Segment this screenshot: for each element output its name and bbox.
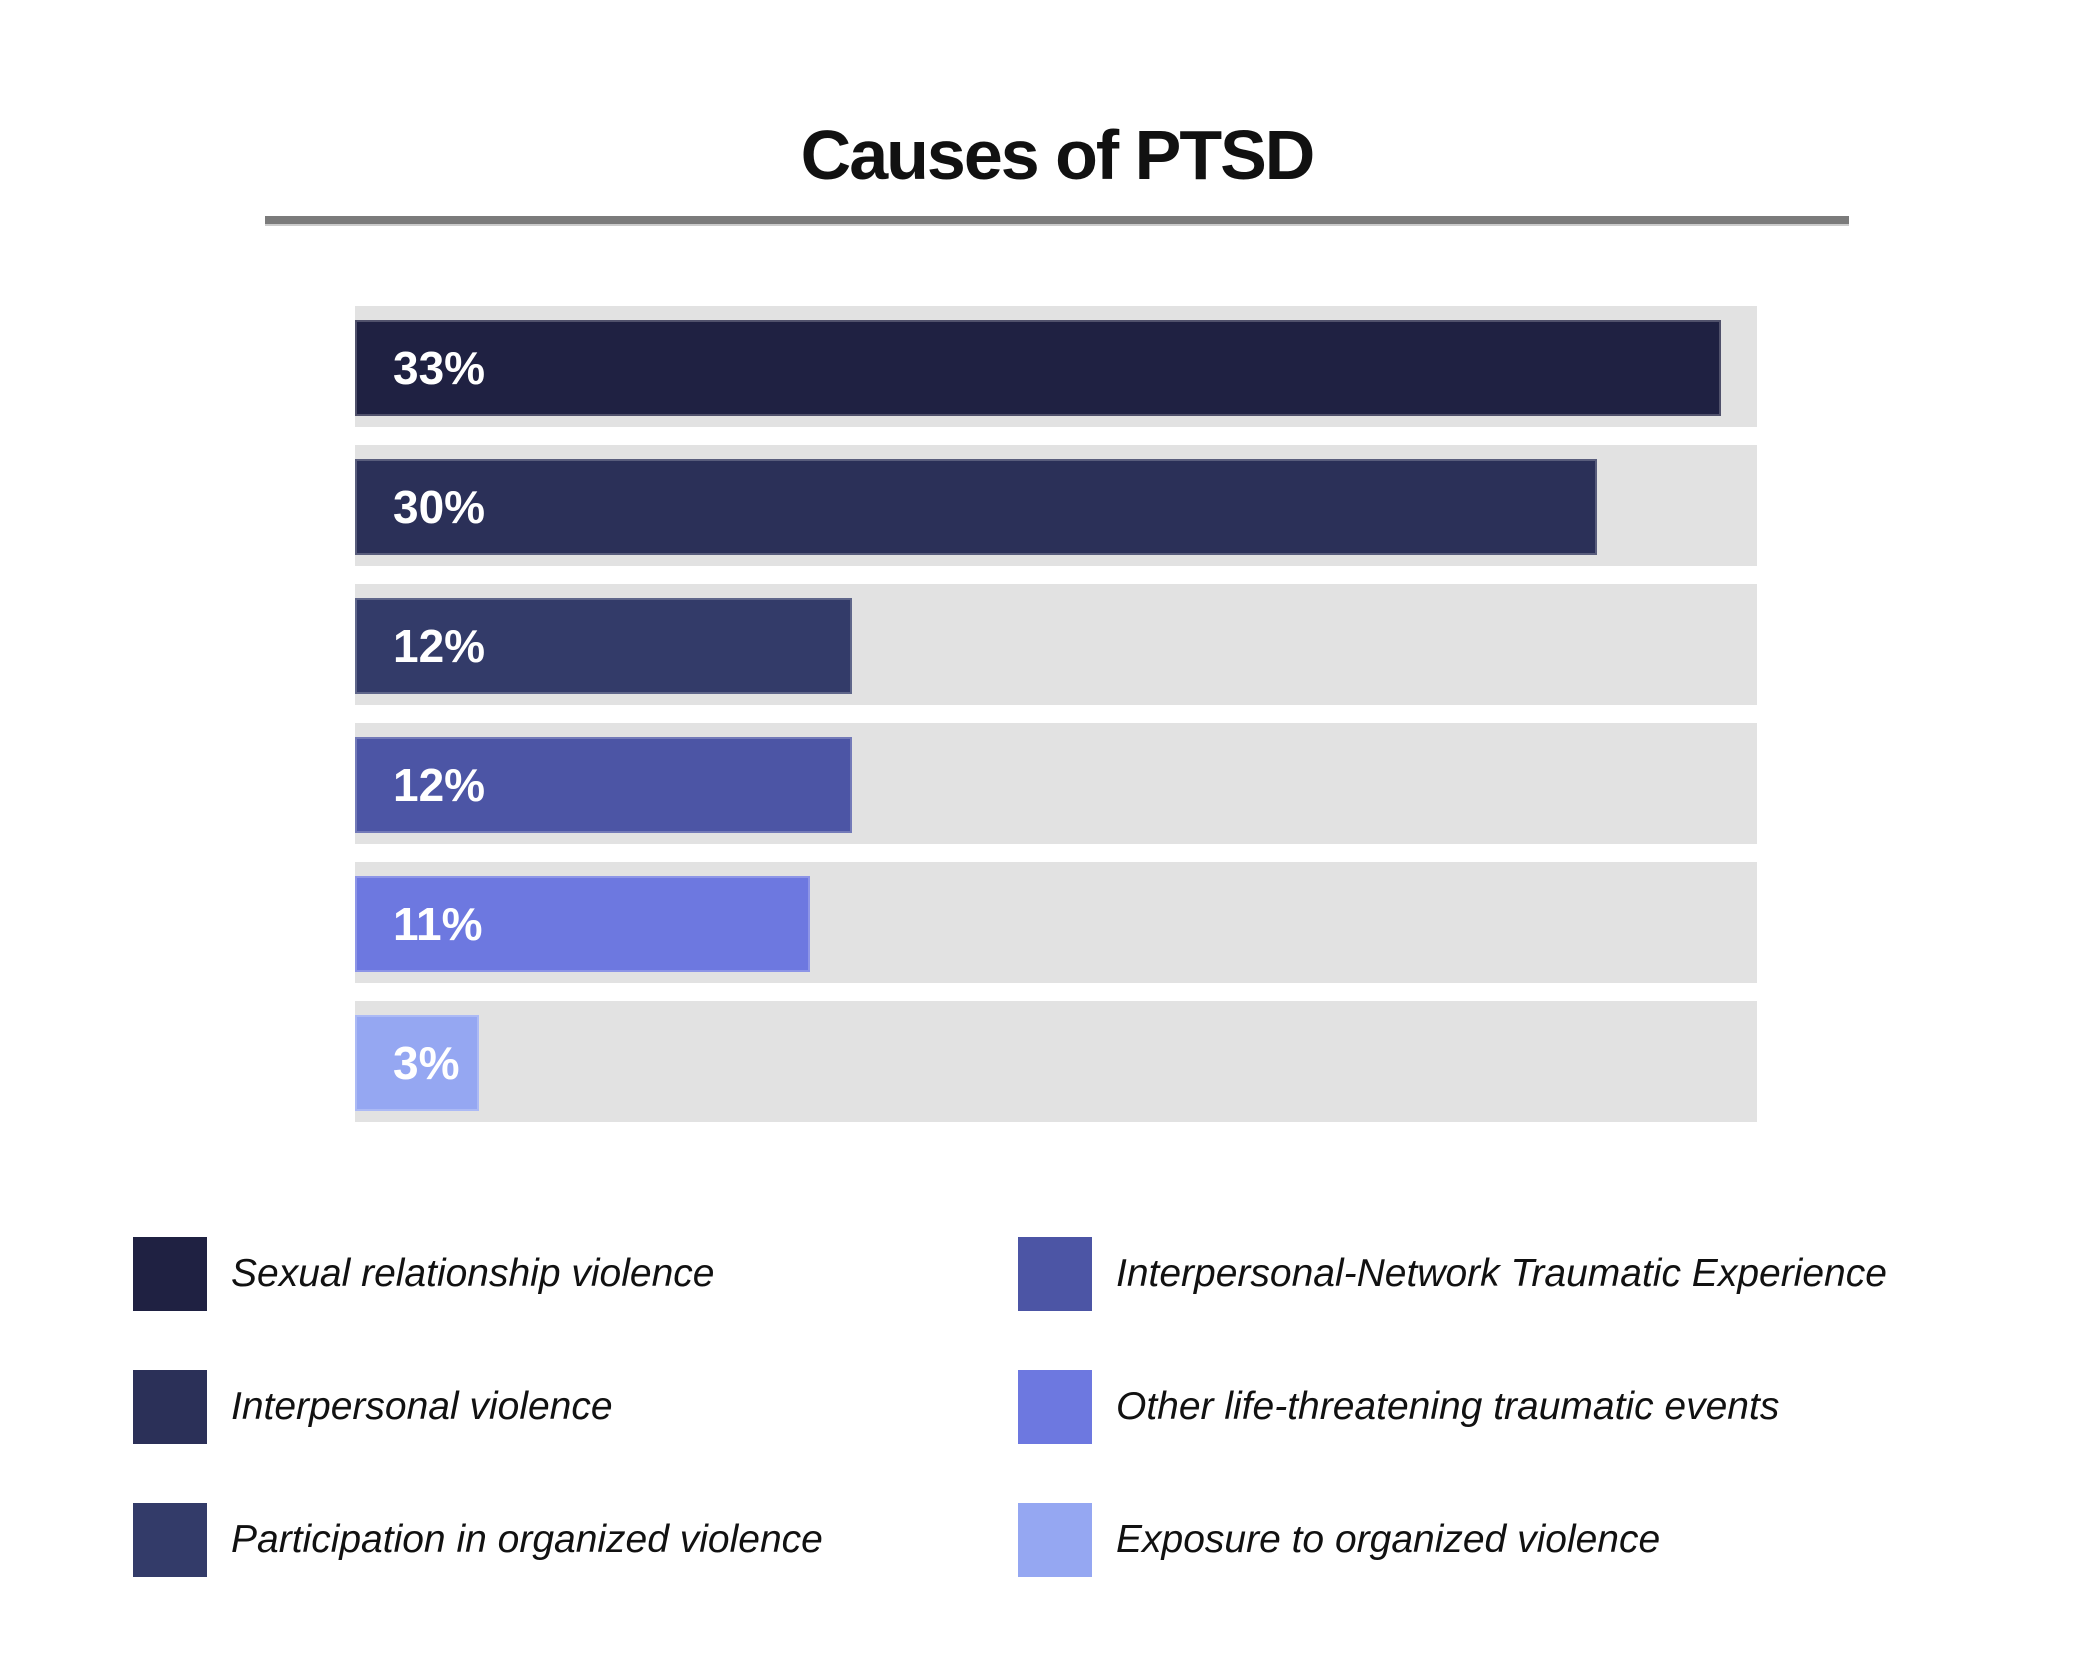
bar-track: 3% — [355, 1001, 1757, 1122]
bar-track: 33% — [355, 306, 1757, 427]
bar-value-label: 33% — [393, 342, 486, 394]
legend-swatch-exposure-to-organized-violence — [1018, 1503, 1092, 1577]
bar-value-label: 11% — [393, 898, 483, 950]
bar-sexual-relationship-violence: 33% — [355, 320, 1721, 416]
bar-other-life-threatening-traumatic-events: 11% — [355, 876, 811, 972]
legend-item: Exposure to organized violence — [1018, 1503, 1660, 1577]
bar-value-label: 12% — [393, 759, 486, 811]
legend-swatch-sexual-relationship-violence — [133, 1237, 207, 1311]
legend-item: Sexual relationship violence — [133, 1237, 714, 1311]
bar-value-label: 3% — [393, 1037, 460, 1089]
legend-swatch-interpersonal-network-traumatic-experience — [1018, 1237, 1092, 1311]
legend-label: Sexual relationship violence — [231, 1252, 715, 1295]
legend-item: Participation in organized violence — [133, 1503, 823, 1577]
legend-label: Interpersonal-Network Traumatic Experien… — [1116, 1252, 1887, 1295]
legend-swatch-interpersonal-violence — [133, 1370, 207, 1444]
legend-label: Other life-threatening traumatic events — [1116, 1385, 1780, 1428]
bar-track: 11% — [355, 862, 1757, 983]
bar-row: 11% — [355, 862, 1757, 983]
bar-row: 12% — [355, 723, 1757, 844]
bar-interpersonal-network-traumatic-experience: 12% — [355, 737, 852, 833]
bar-track: 12% — [355, 584, 1757, 705]
bar-track: 30% — [355, 445, 1757, 566]
legend-swatch-other-life-threatening-traumatic-events — [1018, 1370, 1092, 1444]
bar-row: 33% — [355, 306, 1757, 427]
bar-row: 3% — [355, 1001, 1757, 1122]
title-underline — [265, 216, 1849, 226]
bar-row: 12% — [355, 584, 1757, 705]
chart-title: Causes of PTSD — [800, 116, 1316, 194]
bar-value-label: 30% — [393, 481, 486, 533]
legend-label: Exposure to organized violence — [1116, 1518, 1661, 1561]
legend-label: Interpersonal violence — [231, 1385, 613, 1428]
bar-track: 12% — [355, 723, 1757, 844]
legend-swatch-participation-in-organized-violence — [133, 1503, 207, 1577]
legend-item: Other life-threatening traumatic events — [1018, 1370, 1779, 1444]
bar-participation-in-organized-violence: 12% — [355, 598, 852, 694]
bar-exposure-to-organized-violence: 3% — [355, 1015, 480, 1111]
legend-label: Participation in organized violence — [231, 1518, 823, 1561]
bar-interpersonal-violence: 30% — [355, 459, 1597, 555]
legend-item: Interpersonal-Network Traumatic Experien… — [1018, 1237, 1887, 1311]
bar-row: 30% — [355, 445, 1757, 566]
bar-value-label: 12% — [393, 620, 486, 672]
legend-item: Interpersonal violence — [133, 1370, 613, 1444]
